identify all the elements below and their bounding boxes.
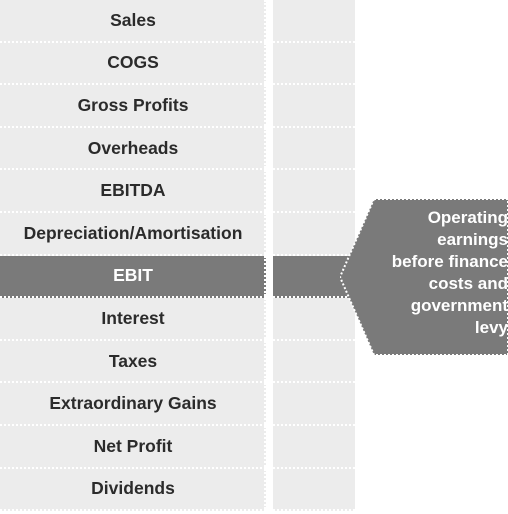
- table-row: COGS: [0, 42, 360, 86]
- table-row: Depreciation/Amortisation: [0, 212, 360, 256]
- table-row: Dividends: [0, 468, 360, 512]
- row-value-cell: [273, 298, 355, 341]
- row-value-cell: [273, 170, 355, 213]
- row-label: Extraordinary Gains: [0, 383, 266, 426]
- table-row: EBIT: [0, 255, 360, 299]
- table-row: Overheads: [0, 127, 360, 171]
- callout-shape: [340, 199, 508, 355]
- row-label: Overheads: [0, 127, 266, 171]
- row-label: EBITDA: [0, 170, 266, 213]
- row-value-cell: [273, 0, 355, 43]
- table-row: Interest: [0, 298, 360, 341]
- table-row: EBITDA: [0, 170, 360, 213]
- row-value-cell: [273, 425, 355, 469]
- row-value-cell: [273, 340, 355, 384]
- row-label: Gross Profits: [0, 85, 266, 128]
- row-label: Sales: [0, 0, 266, 43]
- row-value-cell: [273, 42, 355, 86]
- row-value-cell: [273, 468, 355, 512]
- ebit-callout: Operating earnings before finance costs …: [340, 199, 508, 355]
- callout-arrow-shape: [340, 199, 508, 355]
- table-row: Net Profit: [0, 425, 360, 469]
- row-value-cell: [273, 212, 355, 256]
- table-row: Extraordinary Gains: [0, 383, 360, 426]
- row-label: COGS: [0, 42, 266, 86]
- income-statement-table: Sales COGS Gross Profits Overheads EBITDA Dep…: [0, 0, 360, 512]
- row-value-cell: [273, 85, 355, 128]
- callout-text: Operating earnings before finance costs …: [391, 208, 508, 337]
- row-label: Dividends: [0, 468, 266, 512]
- row-label: Taxes: [0, 340, 266, 384]
- row-value-cell: [273, 383, 355, 426]
- table-row: Taxes: [0, 340, 360, 384]
- table-row: Sales: [0, 0, 360, 43]
- row-label: Interest: [0, 298, 266, 341]
- row-value-cell: [273, 127, 355, 171]
- table-row: Gross Profits: [0, 85, 360, 128]
- row-label: Net Profit: [0, 425, 266, 469]
- row-label: Depreciation/Amortisation: [0, 212, 266, 256]
- row-label: EBIT: [0, 255, 266, 299]
